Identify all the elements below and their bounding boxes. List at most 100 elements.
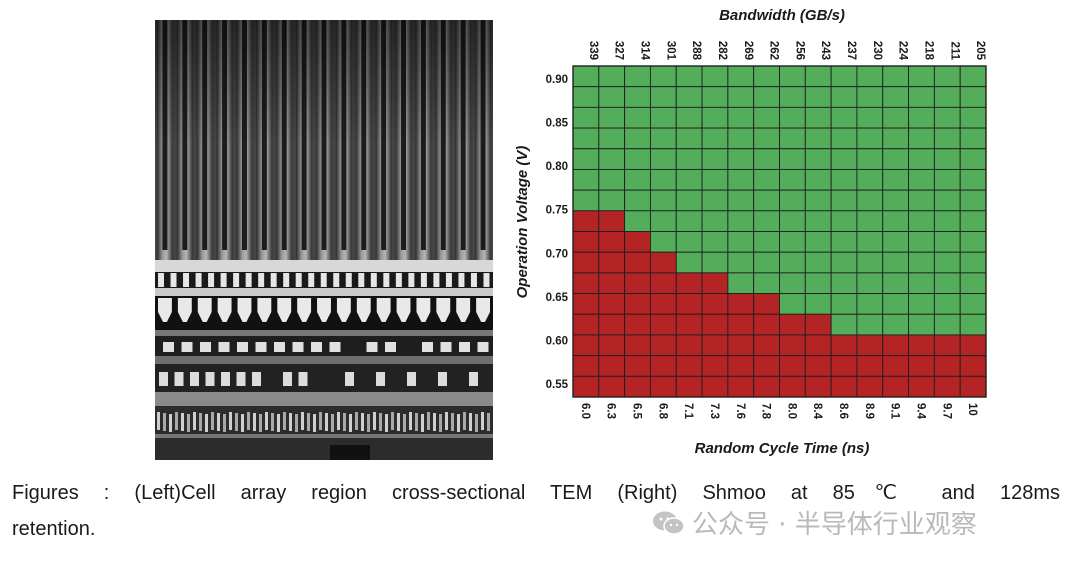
shmoo-cell-fail — [572, 231, 600, 253]
shmoo-cell-pass — [598, 127, 626, 150]
shmoo-cell-pass — [598, 86, 626, 108]
top-tick-label: 218 — [922, 41, 934, 61]
shmoo-cell-pass — [804, 148, 832, 170]
shmoo-cell-pass — [959, 313, 987, 336]
shmoo-cell-pass — [701, 168, 729, 191]
shmoo-cell-pass — [701, 106, 729, 129]
shmoo-cell-pass — [959, 106, 987, 129]
shmoo-cell-pass — [933, 168, 961, 191]
x-tick-label: 6.5 — [631, 403, 643, 420]
shmoo-cell-pass — [572, 106, 600, 129]
shmoo-cell-fail — [959, 355, 987, 377]
top-tick-label: 301 — [664, 41, 676, 61]
shmoo-cell-pass — [804, 106, 832, 129]
shmoo-cell-pass — [572, 168, 600, 191]
shmoo-cell-fail — [753, 375, 780, 398]
y-tick-label: 0.70 — [546, 248, 568, 260]
shmoo-cell-fail — [830, 334, 858, 357]
shmoo-cell-pass — [959, 168, 987, 191]
shmoo-cell-fail — [624, 355, 651, 377]
shmoo-cell-pass — [779, 231, 806, 253]
shmoo-cell-fail — [830, 375, 858, 398]
shmoo-cell-fail — [649, 313, 677, 336]
shmoo-cell-pass — [856, 210, 884, 232]
shmoo-cell-fail — [624, 251, 651, 274]
shmoo-cell-pass — [933, 148, 961, 170]
shmoo-cell-pass — [779, 148, 806, 170]
shmoo-cell-pass — [804, 231, 832, 253]
shmoo-cell-pass — [624, 86, 651, 108]
wechat-icon — [653, 511, 685, 535]
shmoo-cell-pass — [933, 272, 961, 295]
top-tick-label: 314 — [639, 41, 651, 61]
shmoo-cell-pass — [572, 65, 600, 88]
shmoo-cell-pass — [804, 86, 832, 108]
shmoo-cell-pass — [830, 127, 858, 150]
shmoo-cell-pass — [675, 148, 703, 170]
shmoo-cell-pass — [830, 168, 858, 191]
shmoo-cell-fail — [675, 355, 703, 377]
shmoo-cell-pass — [933, 251, 961, 274]
x-tick-label: 9.1 — [889, 403, 901, 420]
shmoo-cell-pass — [753, 168, 780, 191]
shmoo-cell-pass — [830, 293, 858, 315]
shmoo-cell-pass — [882, 293, 910, 315]
shmoo-cell-fail — [804, 313, 832, 336]
shmoo-cell-pass — [804, 210, 832, 232]
shmoo-cell-pass — [572, 127, 600, 150]
shmoo-cell-pass — [753, 65, 780, 88]
shmoo-cell-fail — [804, 334, 832, 357]
shmoo-cell-pass — [727, 106, 755, 129]
shmoo-cell-pass — [598, 65, 626, 88]
shmoo-cell-pass — [882, 272, 910, 295]
shmoo-cell-pass — [675, 65, 703, 88]
shmoo-cell-fail — [598, 251, 626, 274]
y-tick-label: 0.80 — [546, 161, 568, 173]
shmoo-cell-pass — [779, 106, 806, 129]
shmoo-cell-fail — [572, 355, 600, 377]
shmoo-cell-pass — [882, 148, 910, 170]
shmoo-cell-pass — [882, 231, 910, 253]
shmoo-cell-pass — [779, 293, 806, 315]
shmoo-cell-fail — [649, 375, 677, 398]
shmoo-cell-pass — [933, 86, 961, 108]
shmoo-cell-fail — [727, 293, 755, 315]
shmoo-cell-pass — [701, 148, 729, 170]
shmoo-cell-fail — [804, 355, 832, 377]
y-tick-label: 0.55 — [546, 379, 569, 391]
shmoo-cell-pass — [701, 65, 729, 88]
shmoo-cell-pass — [779, 251, 806, 274]
shmoo-cell-fail — [624, 375, 651, 398]
shmoo-cell-fail — [959, 375, 987, 398]
shmoo-plot: Bandwidth (GB/s) Random Cycle Time (ns) … — [514, 7, 987, 457]
x-tick-label: 6.3 — [605, 403, 617, 419]
top-tick-label: 243 — [819, 41, 831, 60]
top-axis-label: Bandwidth (GB/s) — [719, 7, 845, 24]
shmoo-cell-pass — [701, 210, 729, 232]
shmoo-cell-pass — [882, 189, 910, 212]
shmoo-cell-fail — [572, 210, 600, 232]
shmoo-cell-pass — [830, 148, 858, 170]
top-tick-label: 224 — [897, 41, 909, 61]
shmoo-cell-fail — [753, 355, 780, 377]
shmoo-cell-pass — [856, 272, 884, 295]
shmoo-cell-pass — [727, 189, 755, 212]
shmoo-cell-pass — [830, 272, 858, 295]
shmoo-cell-pass — [856, 65, 884, 88]
shmoo-cell-pass — [856, 86, 884, 108]
top-tick-label: 262 — [768, 41, 780, 60]
shmoo-cell-pass — [753, 148, 780, 170]
shmoo-cell-pass — [753, 251, 780, 274]
shmoo-cell-pass — [727, 127, 755, 150]
shmoo-cell-pass — [804, 293, 832, 315]
shmoo-cell-pass — [727, 86, 755, 108]
shmoo-cell-pass — [933, 210, 961, 232]
shmoo-cell-pass — [753, 127, 780, 150]
shmoo-cell-pass — [959, 65, 987, 88]
shmoo-cell-fail — [675, 313, 703, 336]
shmoo-cell-pass — [779, 189, 806, 212]
top-tick-label: 256 — [793, 41, 805, 60]
shmoo-cell-pass — [959, 127, 987, 150]
shmoo-cell-fail — [598, 231, 626, 253]
x-tick-label: 6.8 — [656, 403, 668, 420]
